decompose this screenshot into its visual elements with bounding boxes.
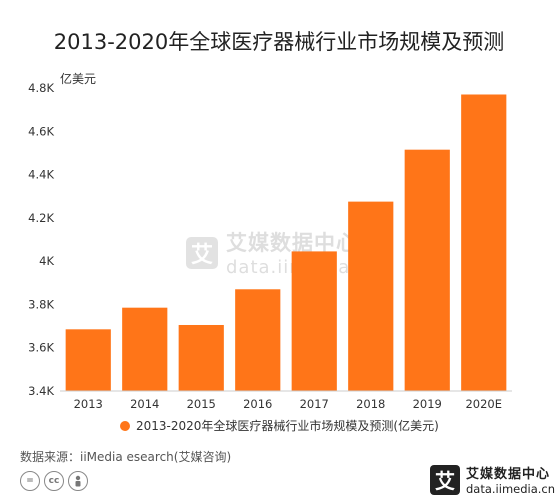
y-tick-label: 4.4K: [28, 168, 54, 182]
equal-icon: =: [20, 471, 40, 491]
brand-logo-icon: 艾: [430, 464, 460, 495]
y-tick-label: 3.6K: [28, 341, 54, 355]
brand-url: data.iimedia.cn: [466, 482, 556, 496]
x-tick-label: 2013: [74, 397, 103, 411]
bar-chart: 3.4K 3.6K 3.8K 4K 4.2K 4.4K 4.6K 4.8K 2013 2014 20…: [28, 81, 512, 411]
legend-label: 2013-2020年全球医疗器械行业市场规模及预测(亿美元): [136, 419, 439, 433]
cc-icon: cc: [44, 471, 64, 491]
bar-2020E: [461, 94, 507, 391]
y-tick-label: 4.6K: [28, 124, 54, 138]
y-tick-label: 3.4K: [28, 384, 54, 398]
chart-title: 2013-2020年全球医疗器械行业市场规模及预测: [53, 30, 505, 54]
brand: 艾 艾媒数据中心 data.iimedia.cn: [430, 463, 555, 496]
data-source: 数据来源：iiMedia esearch(艾媒咨询): [20, 450, 232, 464]
bar-2019: [404, 149, 450, 391]
y-tick-label: 3.8K: [28, 297, 54, 311]
x-tick-label: 2014: [130, 397, 159, 411]
bar-2013: [65, 329, 111, 391]
bar-2016: [235, 289, 281, 391]
x-tick-label: 2020E: [465, 397, 502, 411]
x-tick-label: 2015: [187, 397, 216, 411]
watermark-logo-icon: 艾: [186, 236, 218, 269]
y-tick-label: 4.8K: [28, 81, 54, 95]
brand-name: 艾媒数据中心: [466, 467, 551, 482]
bar-2015: [178, 324, 224, 391]
y-tick-label: 4.2K: [28, 211, 54, 225]
legend: 2013-2020年全球医疗器械行业市场规模及预测(亿美元): [120, 417, 439, 434]
y-tick-label: 4K: [39, 254, 54, 268]
bar-2014: [122, 307, 168, 391]
watermark-name: 艾媒数据中心: [226, 231, 358, 255]
bar-2018: [348, 201, 394, 391]
x-tick-label: 2019: [413, 397, 442, 411]
license-icons: = cc: [20, 471, 88, 491]
x-tick-label: 2018: [356, 397, 385, 411]
bar-2017: [291, 251, 337, 391]
y-axis-unit: 亿美元: [60, 72, 97, 86]
x-tick-label: 2017: [300, 397, 329, 411]
x-tick-label: 2016: [243, 397, 272, 411]
person-icon: [68, 471, 88, 491]
legend-swatch: [120, 420, 130, 431]
